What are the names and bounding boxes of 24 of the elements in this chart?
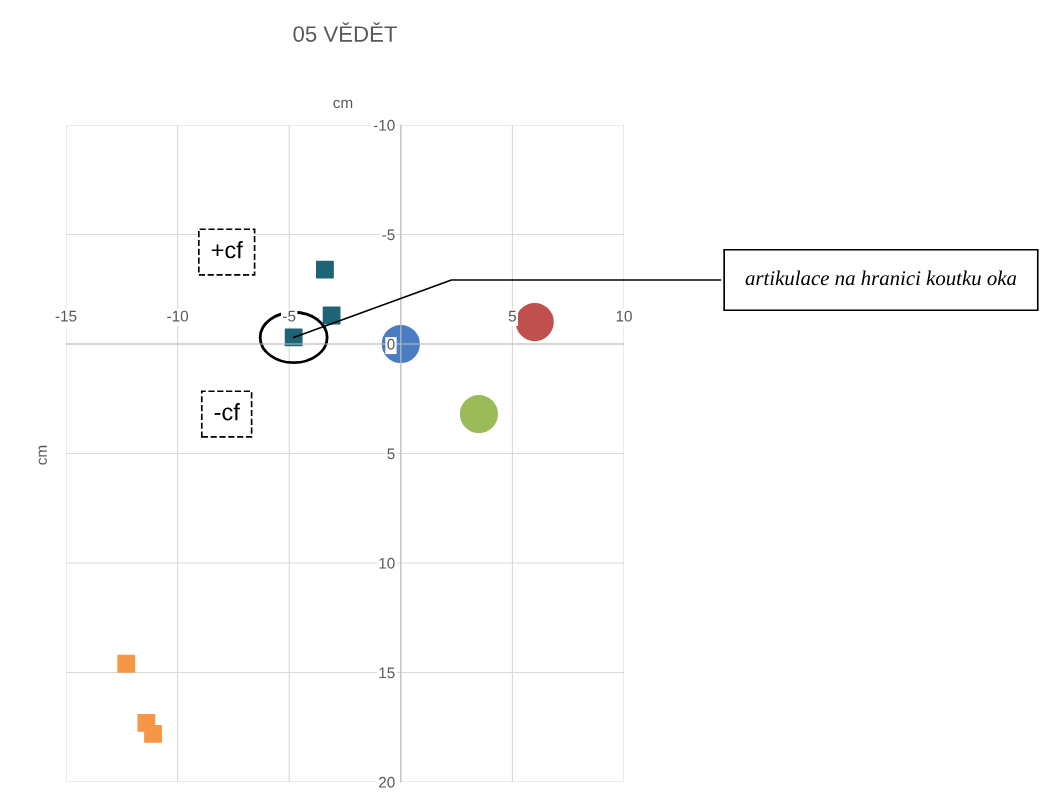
chart-title: 05 VĚDĚT: [293, 22, 397, 42]
y-tick-label: 5: [387, 448, 395, 460]
annotation: +cf: [211, 241, 243, 259]
y-tick-label: -5: [382, 229, 395, 241]
point: [316, 260, 334, 279]
x-axis-title: cm: [333, 99, 353, 109]
annotation: -cf: [214, 403, 240, 421]
point: [144, 724, 162, 743]
y-tick-label: 15: [379, 667, 395, 679]
x-tick-label: 5: [508, 310, 517, 322]
point: [117, 654, 136, 673]
x-tick-label: -15: [55, 310, 77, 322]
point: [459, 395, 498, 434]
y-tick-label: 10: [379, 557, 395, 569]
annotation: artikulace na hranici koutku oka: [745, 270, 1017, 286]
y-tick-label: 0: [387, 338, 395, 350]
y-tick-label: -10: [373, 119, 395, 131]
x-tick-label: -10: [167, 310, 189, 322]
point: [322, 306, 341, 325]
point: [515, 303, 554, 342]
x-tick-label: -5: [283, 310, 296, 322]
x-tick-label: 10: [616, 310, 632, 322]
y-axis-title: cm: [38, 445, 47, 465]
y-tick-label: 20: [379, 776, 395, 788]
